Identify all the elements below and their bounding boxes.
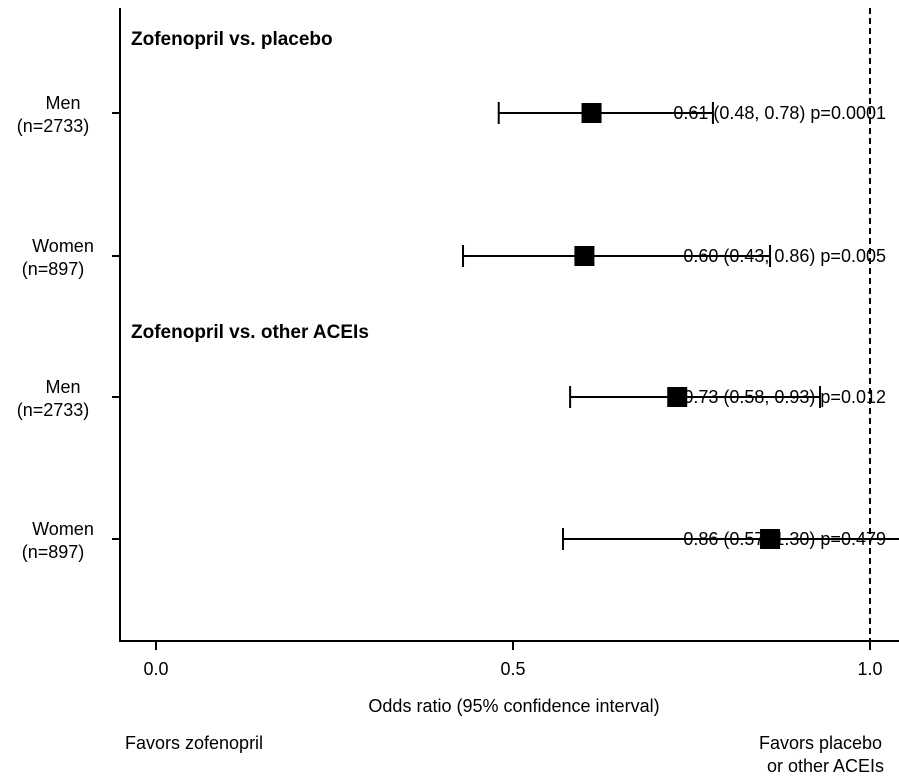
favors-left-label: Favors zofenopril xyxy=(125,733,263,753)
section-title: Zofenopril vs. other ACEIs xyxy=(131,322,369,343)
row-label-n: (n=897) xyxy=(22,259,85,279)
row-label-n: (n=2733) xyxy=(17,400,90,420)
sections: Zofenopril vs. placebo Zofenopril vs. oth… xyxy=(131,29,369,343)
point-estimate-marker xyxy=(581,103,602,123)
favors-right-label-line1: Favors placebo xyxy=(759,733,882,753)
x-tick-label: 0.5 xyxy=(500,659,525,679)
row-label-group: Women xyxy=(32,519,94,539)
row-label-group: Women xyxy=(32,236,94,256)
x-tick-label: 1.0 xyxy=(857,659,882,679)
row-label-group: Men xyxy=(45,377,80,397)
row-label-n: (n=2733) xyxy=(17,116,90,136)
x-axis-label: Odds ratio (95% confidence interval) xyxy=(368,696,659,716)
row-estimate-text: 0.86 (0.57, 1.30) p=0.479 xyxy=(683,529,886,549)
favors-right-label-line2: or other ACEIs xyxy=(767,756,884,776)
point-estimate-marker xyxy=(667,387,688,407)
section-title: Zofenopril vs. placebo xyxy=(131,29,333,50)
row-estimate-text: 0.73 (0.58, 0.93) p=0.012 xyxy=(683,387,886,407)
row-estimate-text: 0.61 (0.48, 0.78) p=0.0001 xyxy=(673,103,886,123)
row-label-n: (n=897) xyxy=(22,542,85,562)
x-tick-label: 0.0 xyxy=(143,659,168,679)
rows: Men (n=2733) 0.61 (0.48, 0.78) p=0.0001 Wom… xyxy=(17,93,899,562)
row-label-group: Men xyxy=(45,93,80,113)
point-estimate-marker xyxy=(574,246,595,266)
row-estimate-text: 0.60 (0.43, 0.86) p=0.005 xyxy=(683,246,886,266)
x-ticks: 0.00.51.01.52.0 xyxy=(143,641,883,679)
point-estimate-marker xyxy=(760,529,781,549)
